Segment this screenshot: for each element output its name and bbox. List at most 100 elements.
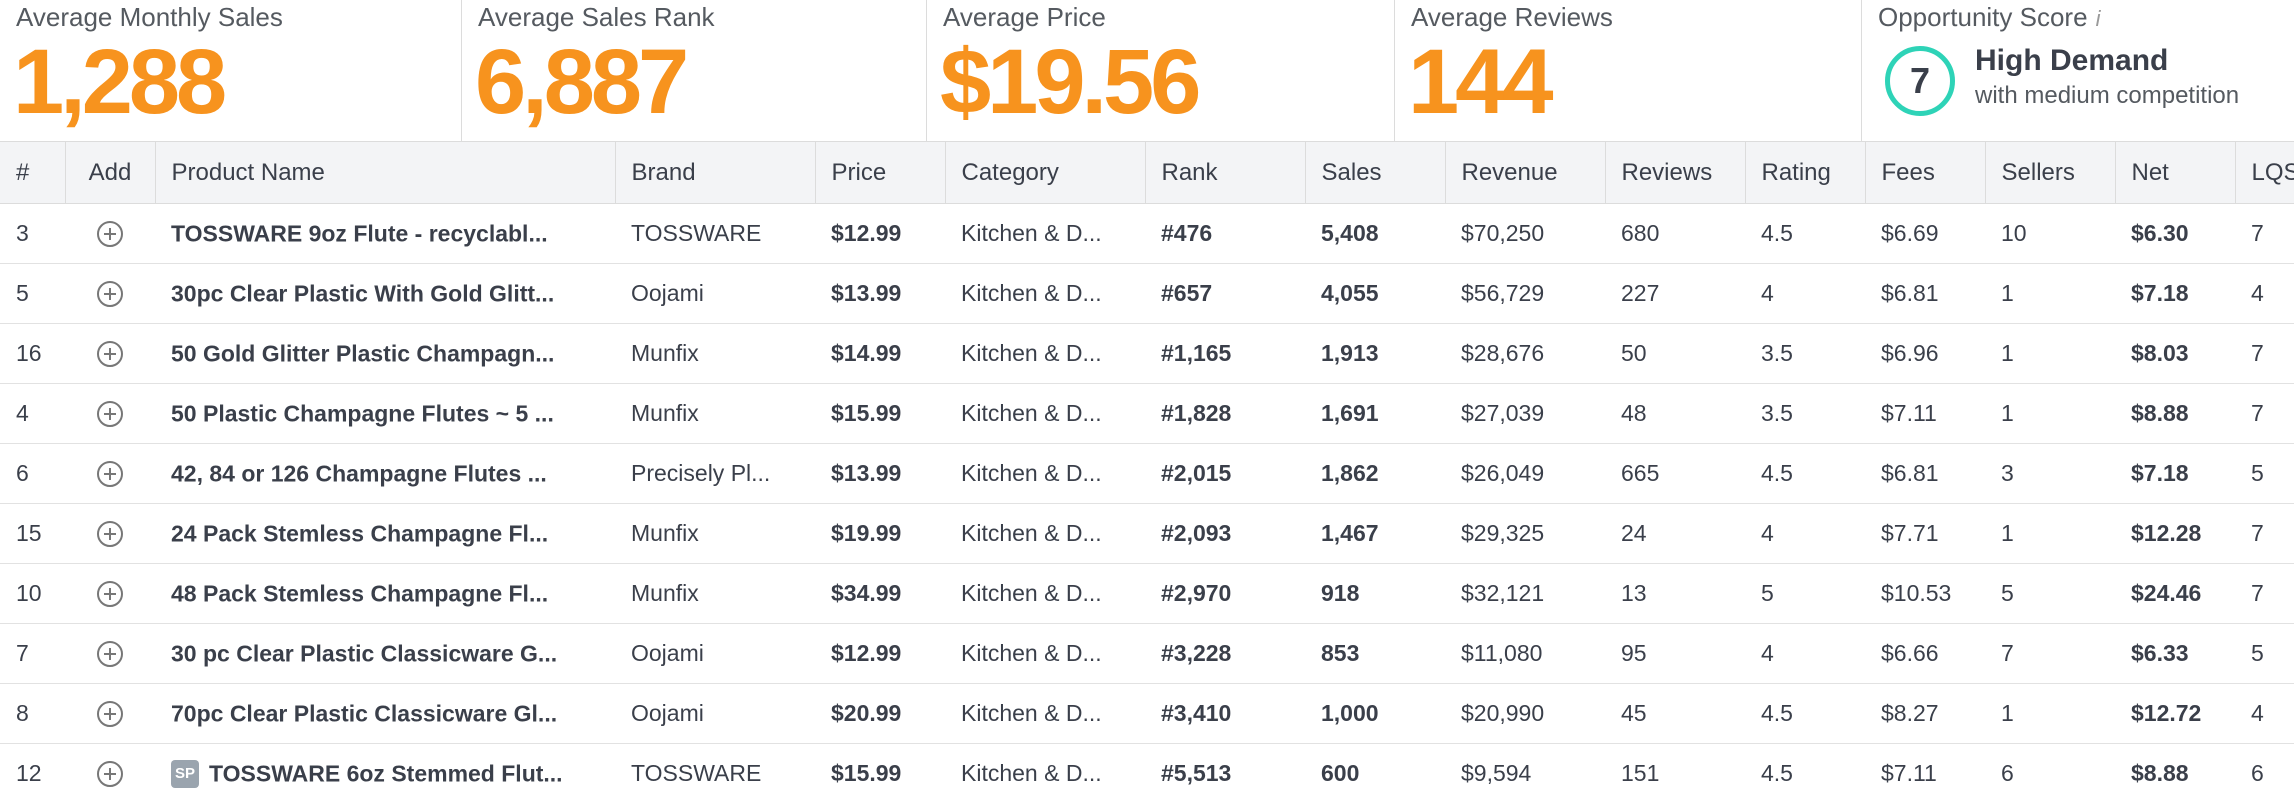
product-name[interactable]: 50 Gold Glitter Plastic Champagn... bbox=[155, 323, 615, 384]
col-header-price[interactable]: Price bbox=[815, 141, 946, 204]
product-name[interactable]: 30pc Clear Plastic With Gold Glitt... bbox=[155, 263, 615, 324]
product-name-text[interactable]: 50 Plastic Champagne Flutes ~ 5 ... bbox=[171, 400, 554, 427]
product-name[interactable]: 30 pc Clear Plastic Classicware G... bbox=[155, 623, 615, 684]
add-circle-icon[interactable] bbox=[97, 281, 123, 308]
product-name[interactable]: SP TOSSWARE 6oz Stemmed Flut... bbox=[155, 743, 615, 794]
price: $12.99 bbox=[815, 203, 945, 264]
add-cell[interactable] bbox=[65, 503, 155, 564]
add-cell[interactable] bbox=[65, 443, 155, 504]
add-circle-icon[interactable] bbox=[97, 581, 123, 608]
product-name[interactable]: 24 Pack Stemless Champagne Fl... bbox=[155, 503, 615, 564]
product-name-text[interactable]: 42, 84 or 126 Champagne Flutes ... bbox=[171, 460, 547, 487]
table-row[interactable]: 4 50 Plastic Champagne Flutes ~ 5 ... Munf… bbox=[0, 383, 2294, 444]
reviews: 45 bbox=[1605, 683, 1745, 744]
brand[interactable]: TOSSWARE bbox=[615, 743, 815, 794]
product-name-text[interactable]: 70pc Clear Plastic Classicware Gl... bbox=[171, 700, 558, 727]
row-num: 6 bbox=[0, 443, 65, 504]
col-header-brand[interactable]: Brand bbox=[615, 141, 816, 204]
net: $12.28 bbox=[2115, 503, 2235, 564]
revenue: $9,594 bbox=[1445, 743, 1605, 794]
reviews: 227 bbox=[1605, 263, 1745, 324]
add-cell[interactable] bbox=[65, 563, 155, 624]
col-header-rank[interactable]: Rank bbox=[1145, 141, 1306, 204]
product-name-text[interactable]: TOSSWARE 9oz Flute - recyclabl... bbox=[171, 220, 548, 247]
row-num: 5 bbox=[0, 263, 65, 324]
add-cell[interactable] bbox=[65, 743, 155, 794]
product-name-text[interactable]: 24 Pack Stemless Champagne Fl... bbox=[171, 520, 549, 547]
col-header-rating[interactable]: Rating bbox=[1745, 141, 1866, 204]
rank: #1,165 bbox=[1145, 323, 1305, 384]
sales: 4,055 bbox=[1305, 263, 1445, 324]
product-name-text[interactable]: 30pc Clear Plastic With Gold Glitt... bbox=[171, 280, 555, 307]
table-row[interactable]: 8 70pc Clear Plastic Classicware Gl... Ooj… bbox=[0, 683, 2294, 744]
add-cell[interactable] bbox=[65, 683, 155, 744]
col-header-lqs[interactable]: LQS bbox=[2235, 141, 2294, 204]
product-name[interactable]: TOSSWARE 9oz Flute - recyclabl... bbox=[155, 203, 615, 264]
product-name[interactable]: 70pc Clear Plastic Classicware Gl... bbox=[155, 683, 615, 744]
add-circle-icon[interactable] bbox=[97, 461, 123, 488]
product-name-text[interactable]: 30 pc Clear Plastic Classicware G... bbox=[171, 640, 558, 667]
product-name[interactable]: 48 Pack Stemless Champagne Fl... bbox=[155, 563, 615, 624]
add-circle-icon[interactable] bbox=[97, 401, 123, 428]
col-header-sellers[interactable]: Sellers bbox=[1985, 141, 2116, 204]
table-row[interactable]: 5 30pc Clear Plastic With Gold Glitt... Oo… bbox=[0, 263, 2294, 324]
add-circle-icon[interactable] bbox=[97, 761, 123, 788]
sellers: 1 bbox=[1985, 383, 2115, 444]
table-row[interactable]: 16 50 Gold Glitter Plastic Champagn... Mun… bbox=[0, 323, 2294, 384]
brand[interactable]: Munfix bbox=[615, 503, 815, 564]
col-header-reviews[interactable]: Reviews bbox=[1605, 141, 1746, 204]
col-header-fees[interactable]: Fees bbox=[1865, 141, 1986, 204]
table-row[interactable]: 7 30 pc Clear Plastic Classicware G... Ooj… bbox=[0, 623, 2294, 684]
add-cell[interactable] bbox=[65, 203, 155, 264]
brand[interactable]: Oojami bbox=[615, 263, 815, 324]
product-name[interactable]: 42, 84 or 126 Champagne Flutes ... bbox=[155, 443, 615, 504]
col-header-add[interactable]: Add bbox=[65, 141, 156, 204]
brand[interactable]: Munfix bbox=[615, 383, 815, 444]
col-header-category[interactable]: Category bbox=[945, 141, 1146, 204]
product-name-text[interactable]: TOSSWARE 6oz Stemmed Flut... bbox=[209, 760, 563, 787]
table-row[interactable]: 10 48 Pack Stemless Champagne Fl... Munfix… bbox=[0, 563, 2294, 624]
col-header-num[interactable]: # bbox=[0, 141, 66, 204]
price: $13.99 bbox=[815, 443, 945, 504]
col-header-product-name[interactable]: Product Name bbox=[155, 141, 616, 204]
table-row[interactable]: 15 24 Pack Stemless Champagne Fl... Munfix… bbox=[0, 503, 2294, 564]
fees: $6.81 bbox=[1865, 263, 1985, 324]
add-cell[interactable] bbox=[65, 323, 155, 384]
row-num: 7 bbox=[0, 623, 65, 684]
add-circle-icon[interactable] bbox=[97, 221, 123, 248]
lqs: 5 bbox=[2235, 623, 2294, 684]
info-icon[interactable]: i bbox=[2095, 6, 2101, 31]
price: $20.99 bbox=[815, 683, 945, 744]
brand[interactable]: Munfix bbox=[615, 323, 815, 384]
product-name[interactable]: 50 Plastic Champagne Flutes ~ 5 ... bbox=[155, 383, 615, 444]
add-circle-icon[interactable] bbox=[97, 521, 123, 548]
product-name-text[interactable]: 48 Pack Stemless Champagne Fl... bbox=[171, 580, 549, 607]
brand[interactable]: Munfix bbox=[615, 563, 815, 624]
col-header-sales[interactable]: Sales bbox=[1305, 141, 1446, 204]
opportunity-label-wrap: Opportunity Score i bbox=[1878, 2, 2100, 33]
add-circle-icon[interactable] bbox=[97, 701, 123, 728]
add-cell[interactable] bbox=[65, 263, 155, 324]
add-circle-icon[interactable] bbox=[97, 641, 123, 668]
brand[interactable]: Oojami bbox=[615, 683, 815, 744]
fees: $10.53 bbox=[1865, 563, 1985, 624]
table-row[interactable]: 12 SP TOSSWARE 6oz Stemmed Flut... TOSSWARE… bbox=[0, 743, 2294, 794]
table-row[interactable]: 3 TOSSWARE 9oz Flute - recyclabl... TOSSWA… bbox=[0, 203, 2294, 264]
brand[interactable]: Oojami bbox=[615, 623, 815, 684]
revenue: $29,325 bbox=[1445, 503, 1605, 564]
price: $12.99 bbox=[815, 623, 945, 684]
add-cell[interactable] bbox=[65, 623, 155, 684]
add-circle-icon[interactable] bbox=[97, 341, 123, 368]
lqs: 7 bbox=[2235, 503, 2294, 564]
category: Kitchen & D... bbox=[945, 683, 1145, 744]
fees: $6.96 bbox=[1865, 323, 1985, 384]
stat-avg-monthly-sales: Average Monthly Sales 1,288 bbox=[0, 0, 462, 141]
col-header-net[interactable]: Net bbox=[2115, 141, 2236, 204]
brand[interactable]: TOSSWARE bbox=[615, 203, 815, 264]
col-header-revenue[interactable]: Revenue bbox=[1445, 141, 1606, 204]
brand[interactable]: Precisely Pl... bbox=[615, 443, 815, 504]
product-name-text[interactable]: 50 Gold Glitter Plastic Champagn... bbox=[171, 340, 555, 367]
table-row[interactable]: 6 42, 84 or 126 Champagne Flutes ... Preci… bbox=[0, 443, 2294, 504]
add-cell[interactable] bbox=[65, 383, 155, 444]
row-num: 3 bbox=[0, 203, 65, 264]
